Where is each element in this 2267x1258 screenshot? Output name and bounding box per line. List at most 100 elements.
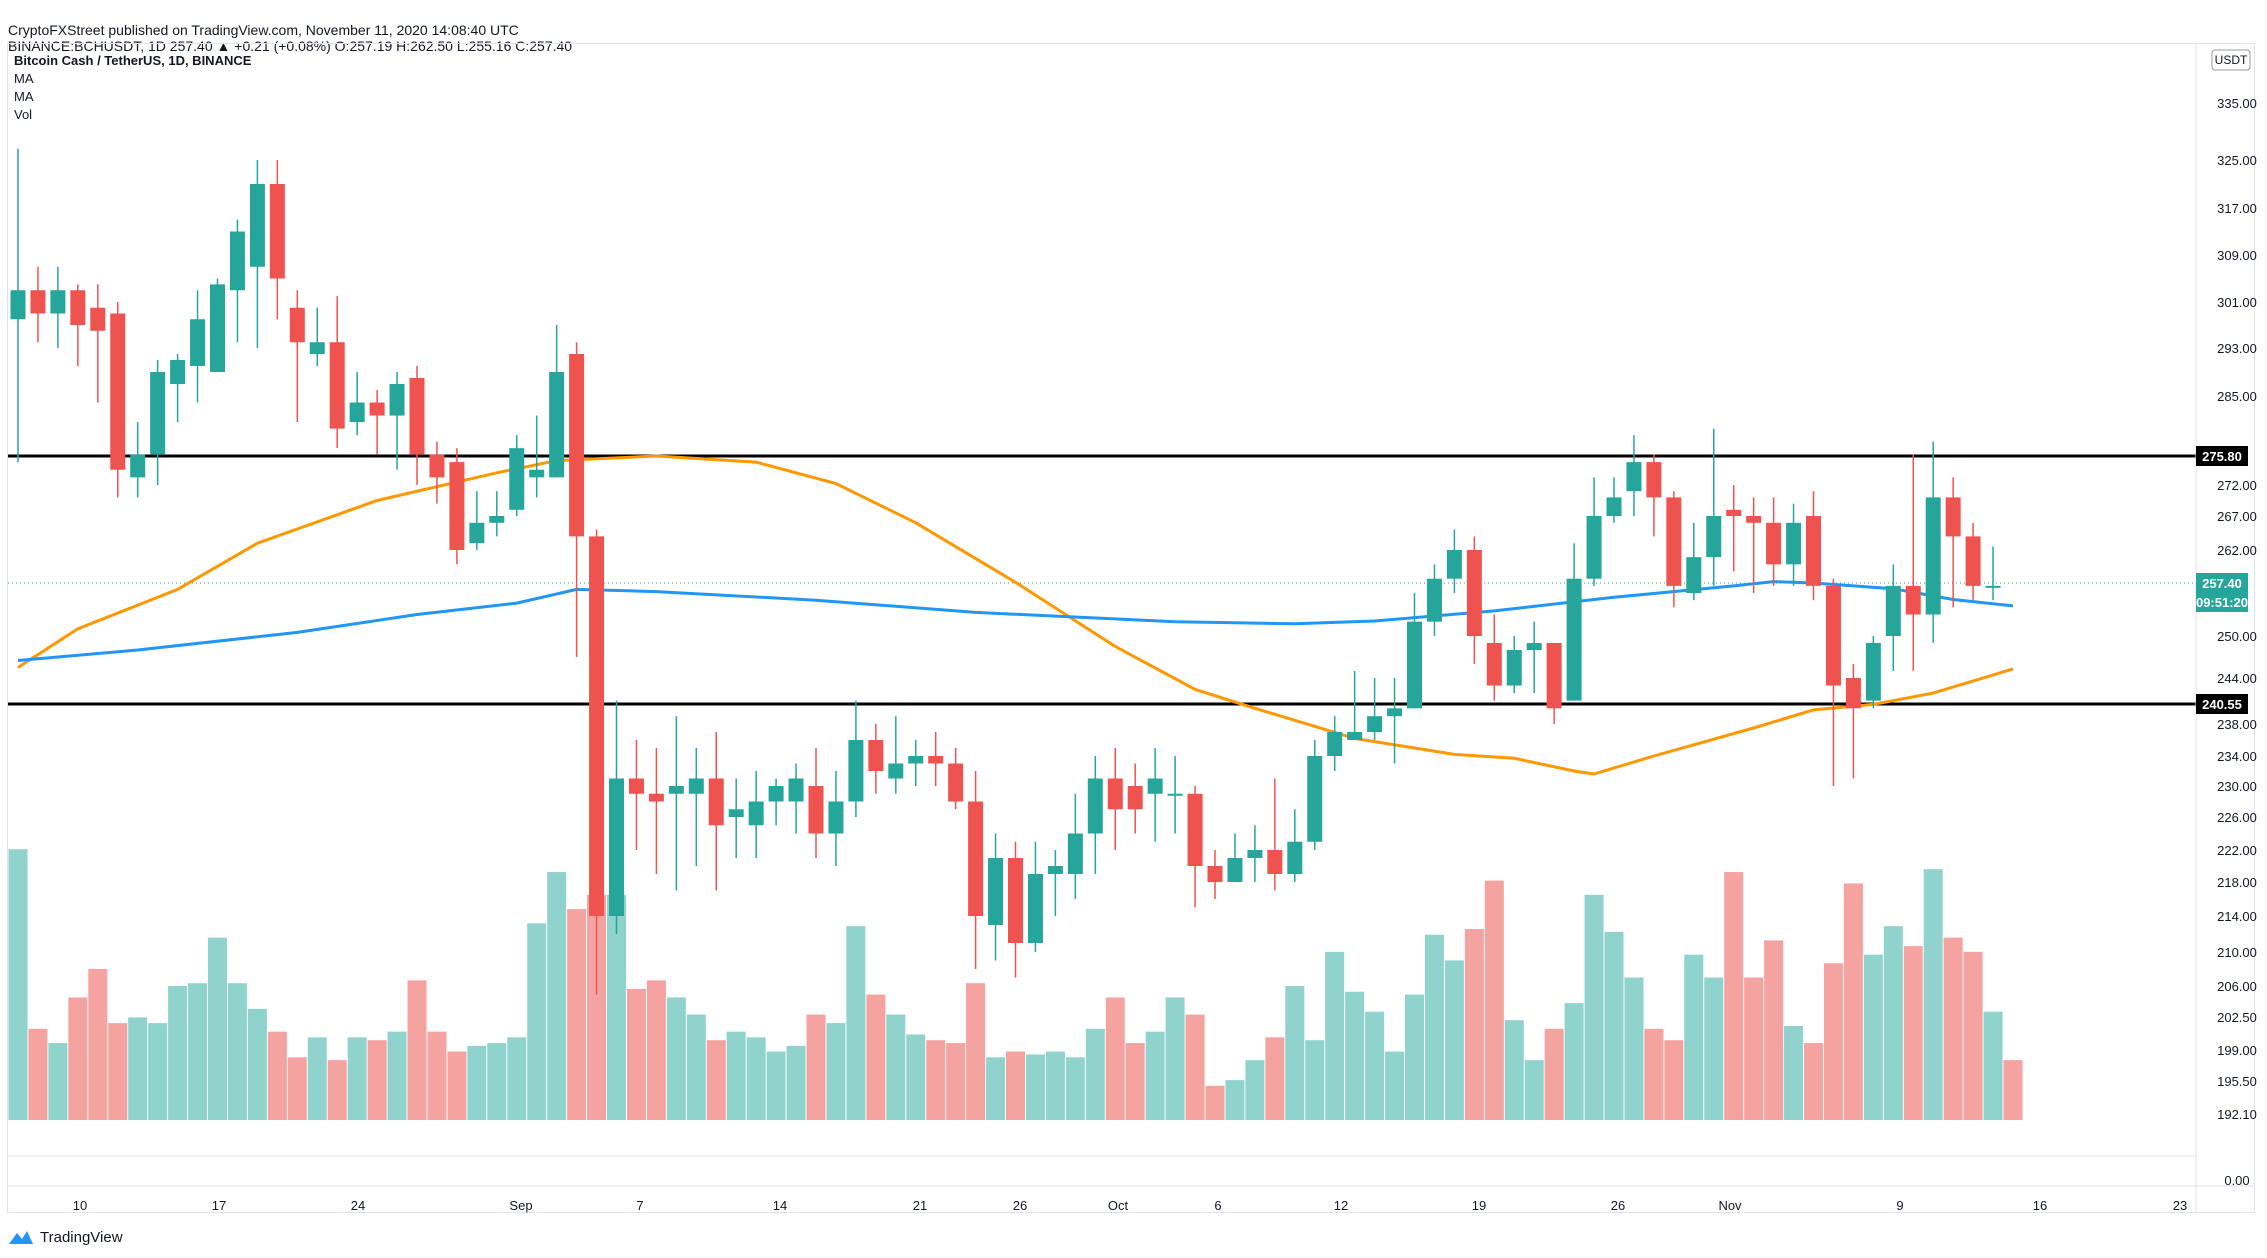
price-axis-tick-label: 218.00: [2217, 875, 2257, 890]
candle-body: [449, 462, 465, 550]
price-axis-tick-label: 234.00: [2217, 749, 2257, 764]
candle-body: [1825, 585, 1841, 686]
legend-volume[interactable]: Vol: [14, 107, 33, 122]
volume-bar: [1085, 1028, 1105, 1120]
candle-body: [30, 290, 46, 314]
volume-bar: [1125, 1043, 1145, 1120]
volume-bar: [607, 894, 626, 1120]
volume-bar: [1624, 977, 1644, 1120]
volume-bar: [1804, 1043, 1823, 1120]
candle-body: [768, 786, 784, 802]
volume-bar: [886, 1014, 906, 1120]
price-axis-tick-label: 285.00: [2217, 389, 2257, 404]
volume-bar: [1484, 880, 1504, 1120]
volume-bar: [507, 1037, 527, 1120]
candle-body: [1666, 497, 1682, 586]
volume-bar: [1903, 946, 1923, 1120]
candle-body: [628, 778, 644, 794]
candle-body: [469, 522, 485, 544]
candle-body: [948, 763, 964, 802]
candle-body: [1606, 497, 1622, 516]
candle-body: [1526, 643, 1542, 650]
candle-body: [1407, 621, 1422, 709]
candle-body: [489, 516, 505, 523]
volume-bar: [287, 1057, 307, 1120]
time-axis-tick-label: Sep: [509, 1198, 532, 1213]
volume-bar: [108, 1023, 128, 1120]
price-axis-tick-label: 226.00: [2217, 810, 2257, 825]
volume-bar: [527, 923, 547, 1120]
candle-body: [1786, 522, 1802, 565]
time-axis-tick-label: 23: [2173, 1198, 2187, 1213]
volume-bar: [1424, 934, 1444, 1120]
volume-bar: [786, 1045, 806, 1120]
candle-body: [1287, 841, 1303, 874]
volume-bar: [1205, 1085, 1225, 1120]
candle-body: [409, 378, 425, 455]
volume-bar: [148, 1023, 168, 1120]
candle-body: [1945, 497, 1961, 537]
volume-bar: [1744, 977, 1764, 1120]
legend-ma-slow[interactable]: MA: [14, 89, 34, 104]
volume-bar: [1385, 1051, 1405, 1120]
candle-body: [1566, 578, 1582, 701]
volume-bar: [587, 894, 607, 1120]
candle-body: [1706, 516, 1722, 558]
candle-body: [1546, 643, 1562, 709]
volume-bar: [1784, 1025, 1804, 1120]
volume-bar: [447, 1051, 467, 1120]
candle-body: [70, 290, 86, 325]
candle-body: [888, 763, 904, 779]
candle-body: [110, 313, 126, 470]
chart-header: CryptoFXStreet published on TradingView.…: [8, 22, 572, 54]
volume-bar: [1444, 960, 1464, 1120]
volume-bar: [1464, 929, 1484, 1120]
candle-body: [50, 290, 66, 314]
volume-bar: [487, 1043, 507, 1120]
candle-body: [1586, 516, 1602, 579]
price-axis-tick-label: 262.00: [2217, 543, 2257, 558]
volume-bar: [128, 1017, 148, 1120]
candle-body: [1027, 874, 1043, 943]
legend-symbol[interactable]: Bitcoin Cash / TetherUS, 1D, BINANCE: [14, 53, 252, 68]
volume-bar: [826, 1023, 846, 1120]
volume-bar: [567, 909, 587, 1120]
volume-bar: [1006, 1051, 1025, 1120]
volume-bar: [1285, 986, 1305, 1120]
candle-body: [269, 184, 285, 279]
volume-bar: [88, 968, 108, 1120]
price-axis-tick-label: 325.00: [2217, 153, 2257, 168]
volume-bar: [1564, 1003, 1584, 1120]
volume-bar: [387, 1031, 407, 1120]
volume-bar: [1604, 931, 1624, 1120]
candle-body: [828, 801, 844, 834]
volume-bar: [1724, 872, 1744, 1120]
legend-ma-fast[interactable]: MA: [14, 71, 34, 86]
volume-bar: [966, 983, 986, 1120]
candle-body: [589, 536, 605, 916]
candle-body: [229, 231, 245, 291]
volume-bar: [28, 1028, 48, 1120]
candle-body: [1347, 732, 1363, 740]
time-axis-tick-label: 26: [1611, 1198, 1625, 1213]
candle-body: [329, 342, 345, 429]
candle-body: [1167, 793, 1183, 796]
candle-body: [668, 786, 684, 794]
time-axis-tick-label: 17: [212, 1198, 226, 1213]
price-axis-tick-label: 199.00: [2217, 1043, 2257, 1058]
candle-body: [1327, 732, 1343, 756]
candle-body: [389, 384, 405, 416]
volume-bar: [1165, 997, 1185, 1120]
volume-bar: [866, 994, 886, 1120]
volume-bar: [906, 1034, 926, 1120]
volume-bar: [208, 937, 227, 1120]
candle-body: [1506, 650, 1522, 686]
price-axis-tick-label: 0.00: [2224, 1173, 2249, 1188]
candle-body: [1626, 462, 1642, 492]
candle-body: [1746, 516, 1762, 523]
footer-brand[interactable]: TradingView: [8, 1228, 123, 1246]
volume-bar: [1664, 1040, 1684, 1120]
price-axis-tick-label: 210.00: [2217, 945, 2257, 960]
price-label-text: 257.40: [2202, 576, 2242, 591]
